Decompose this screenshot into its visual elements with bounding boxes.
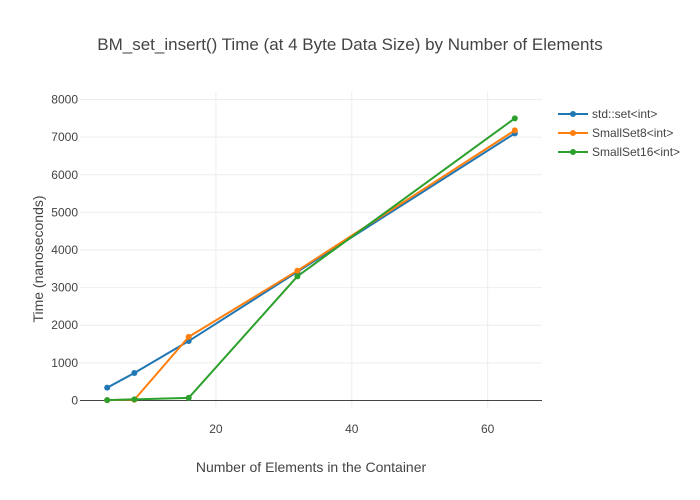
data-point[interactable] <box>185 394 192 401</box>
series-layer <box>104 115 518 404</box>
legend-swatch-marker <box>570 130 576 136</box>
data-point[interactable] <box>511 115 518 122</box>
y-tick-label: 1000 <box>51 356 78 370</box>
data-point[interactable] <box>294 267 301 274</box>
y-tick-label: 7000 <box>51 130 78 144</box>
y-axis-ticks: 0 1000 2000 3000 4000 5000 6000 7000 8000 <box>51 93 78 408</box>
data-point[interactable] <box>511 127 518 134</box>
x-axis-ticks: 20 40 60 <box>209 422 494 436</box>
data-point[interactable] <box>131 370 138 377</box>
x-tick-label: 40 <box>345 422 359 436</box>
series-line <box>106 132 516 389</box>
legend-label: SmallSet8<int> <box>592 126 673 140</box>
data-point[interactable] <box>131 396 138 403</box>
grid-layer <box>80 92 542 408</box>
legend-item[interactable]: SmallSet16<int> <box>558 145 680 159</box>
data-point[interactable] <box>294 273 301 280</box>
y-tick-label: 4000 <box>51 243 78 257</box>
legend-swatch-marker <box>570 149 576 155</box>
data-point[interactable] <box>104 397 111 404</box>
y-tick-label: 8000 <box>51 93 78 107</box>
data-point[interactable] <box>104 384 111 391</box>
y-tick-label: 6000 <box>51 168 78 182</box>
series-line <box>107 117 516 402</box>
legend-label: SmallSet16<int> <box>592 145 680 159</box>
x-tick-label: 60 <box>481 422 495 436</box>
series-2 <box>104 115 518 404</box>
y-tick-label: 0 <box>71 393 78 407</box>
chart-title: BM_set_insert() Time (at 4 Byte Data Siz… <box>97 35 602 54</box>
y-tick-label: 3000 <box>51 281 78 295</box>
legend-item[interactable]: SmallSet8<int> <box>558 126 673 140</box>
data-point[interactable] <box>185 333 192 340</box>
y-axis-title: Time (nanoseconds) <box>30 195 46 322</box>
legend: std::set<int>SmallSet8<int>SmallSet16<in… <box>558 107 680 159</box>
y-tick-label: 5000 <box>51 205 78 219</box>
legend-item[interactable]: std::set<int> <box>558 107 657 121</box>
legend-swatch-marker <box>570 111 576 117</box>
y-tick-label: 2000 <box>51 318 78 332</box>
x-axis-title: Number of Elements in the Container <box>196 459 427 475</box>
legend-label: std::set<int> <box>592 107 657 121</box>
x-tick-label: 20 <box>209 422 223 436</box>
